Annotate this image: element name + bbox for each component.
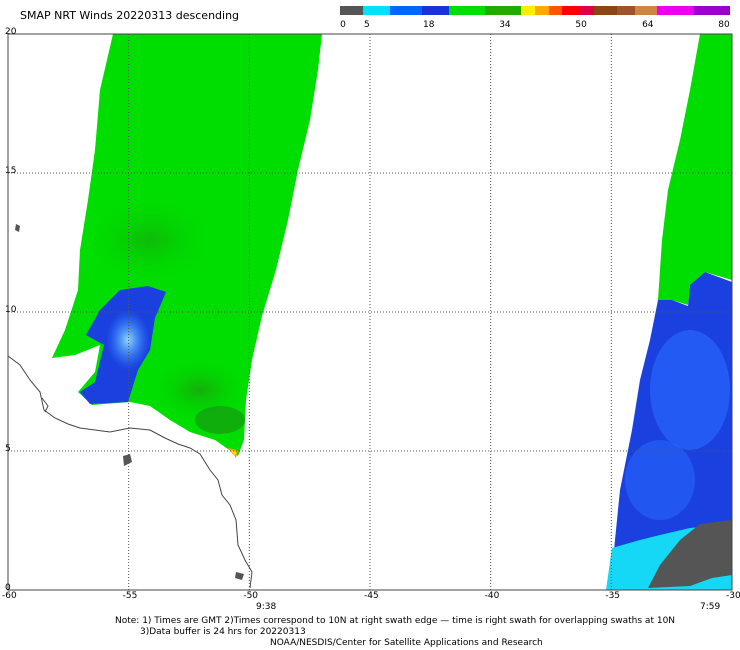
colorbar-segment bbox=[340, 6, 363, 15]
swath-time-right: 7:59 bbox=[700, 602, 721, 612]
lon-tick-label: -40 bbox=[484, 591, 500, 601]
lat-tick-label: 10 bbox=[5, 305, 17, 315]
lon-tick-label: -55 bbox=[122, 591, 138, 601]
colorbar-segment bbox=[562, 6, 581, 15]
colorbar-label: 18 bbox=[422, 20, 435, 30]
right-swath-gray bbox=[648, 520, 732, 588]
coastline bbox=[7, 355, 253, 589]
colorbar-label: 64 bbox=[642, 20, 654, 30]
map-title: SMAP NRT Winds 20220313 descending bbox=[20, 9, 240, 22]
note-line-2: 3)Data buffer is 24 hrs for 20220313 bbox=[140, 627, 306, 637]
colorbar-segment bbox=[693, 6, 730, 15]
colorbar-label: 34 bbox=[499, 20, 511, 30]
lat-lon-grid bbox=[8, 34, 732, 590]
lon-tick-label: -60 bbox=[2, 591, 17, 601]
colorbar-segment bbox=[616, 6, 635, 15]
colorbar-segment bbox=[580, 6, 594, 15]
colorbar-segment bbox=[657, 6, 694, 15]
colorbar-label: 0 bbox=[340, 20, 346, 30]
lon-tick-label: -30 bbox=[726, 591, 740, 601]
colorbar-segment bbox=[593, 6, 617, 15]
colorbar-segment bbox=[534, 6, 549, 15]
colorbar-segment bbox=[448, 6, 486, 15]
lat-tick-label: 20 bbox=[5, 27, 17, 37]
colorbar-segment bbox=[389, 6, 422, 15]
lon-tick-label: -35 bbox=[605, 591, 621, 601]
lat-tick-label: 5 bbox=[5, 444, 11, 454]
colorbar-segment bbox=[634, 6, 658, 15]
lat-tick-label: 0 bbox=[5, 583, 11, 593]
colorbar-label: 5 bbox=[363, 20, 370, 30]
colorbar-segment bbox=[548, 6, 563, 15]
notes: Note: 1) Times are GMT 2)Times correspon… bbox=[0, 616, 740, 649]
colorbar-segment bbox=[421, 6, 449, 15]
colorbar-segment bbox=[521, 6, 535, 15]
lat-tick-label: 15 bbox=[5, 166, 17, 176]
colorbar-label: 50 bbox=[575, 20, 587, 30]
swath-time-left: 9:38 bbox=[256, 602, 277, 612]
lon-tick-label: -50 bbox=[243, 591, 259, 601]
lon-tick-label: -45 bbox=[364, 591, 379, 601]
note-line-1: Note: 1) Times are GMT 2)Times correspon… bbox=[115, 616, 676, 626]
colorbar-segment bbox=[485, 6, 522, 15]
wind-speed-colorbar bbox=[340, 6, 730, 15]
note-line-3: NOAA/NESDIS/Center for Satellite Applica… bbox=[270, 638, 543, 648]
colorbar-segment bbox=[362, 6, 390, 15]
colorbar-label: 80 bbox=[718, 20, 730, 30]
